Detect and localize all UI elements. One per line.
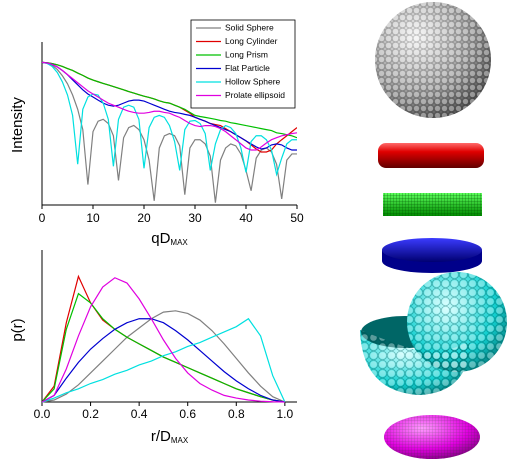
legend-label: Long Cylinder (225, 36, 278, 46)
series-line (42, 294, 285, 402)
x-tick-label: 0.6 (179, 407, 196, 421)
disc-top (382, 238, 482, 262)
legend-label: Solid Sphere (225, 22, 274, 32)
series-line (42, 278, 285, 402)
x-tick-label: 10 (86, 211, 100, 225)
legend-label: Hollow Sphere (225, 76, 281, 86)
x-axis-label-main: qD (151, 230, 170, 247)
series-line (42, 319, 285, 402)
y-axis-label: Intensity (9, 97, 26, 153)
x-tick-label: 30 (188, 211, 202, 225)
x-axis-label-sub: MAX (171, 436, 189, 445)
x-tick-label: 40 (239, 211, 253, 225)
x-tick-label: 20 (137, 211, 151, 225)
x-tick-label: 0.4 (131, 407, 148, 421)
cylinder-model (378, 143, 484, 168)
ellipsoid-texture (384, 415, 480, 459)
x-tick-label: 1.0 (277, 407, 294, 421)
x-axis-label-sub: MAX (170, 238, 188, 247)
x-axis-label: r/DMAX (151, 428, 189, 445)
x-tick-label: 0 (39, 211, 46, 225)
x-axis-label: qDMAX (151, 230, 188, 247)
x-tick-label: 0.8 (228, 407, 245, 421)
figure: 01020304050qDMAXIntensitySolid SphereLon… (0, 0, 514, 465)
y-axis-label: p(r) (9, 318, 26, 341)
legend-label: Prolate ellipsoid (225, 90, 285, 100)
x-tick-label: 50 (290, 211, 304, 225)
x-tick-label: 0.0 (34, 407, 51, 421)
solid-sphere-texture (375, 2, 491, 118)
legend-label: Flat Particle (225, 63, 270, 73)
series-line (42, 319, 285, 402)
prism-texture (383, 193, 482, 216)
shape-illustrations (360, 2, 507, 459)
x-tick-label: 0.2 (82, 407, 99, 421)
legend-label: Long Prism (225, 49, 268, 59)
x-axis-label-main: r/D (151, 428, 171, 445)
